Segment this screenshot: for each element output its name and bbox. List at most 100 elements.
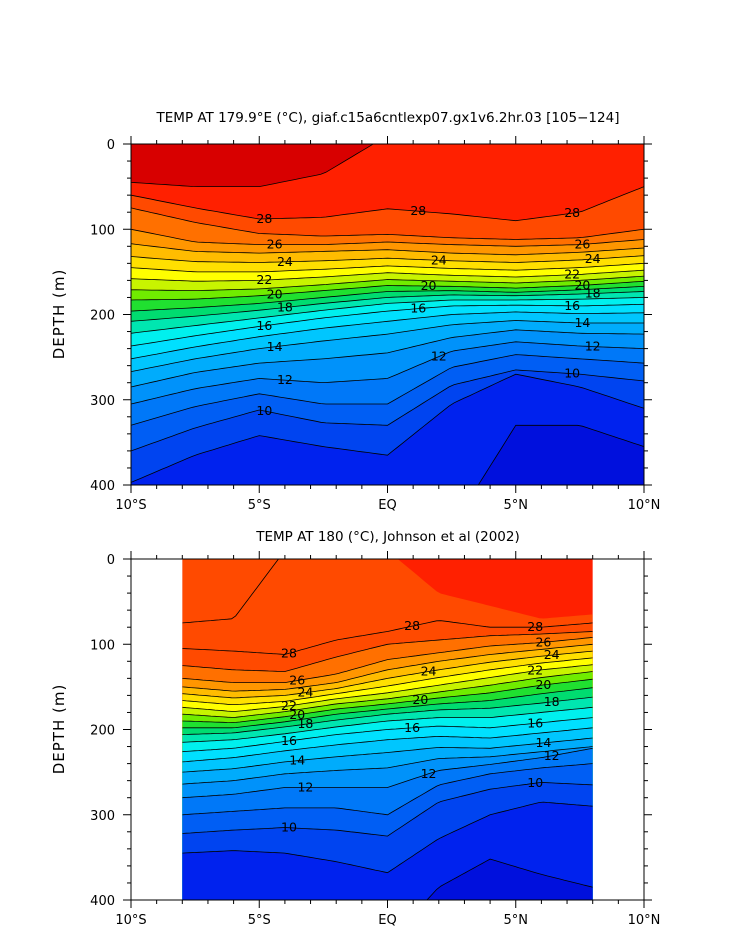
isotherm-22 [131, 269, 644, 282]
isotherm-band-fill [426, 859, 593, 900]
y-tick-label: 400 [90, 894, 115, 909]
x-tick-label: 10°S [115, 498, 146, 513]
contour-label-18: 18 [277, 300, 293, 315]
y-tick-label: 200 [90, 724, 115, 739]
isotherm-21 [131, 275, 644, 291]
isotherm-24 [131, 255, 644, 263]
isotherm-25 [182, 643, 593, 692]
contour-label-16: 16 [527, 715, 543, 730]
isotherm-28 [131, 186, 644, 222]
contour-label-26: 26 [267, 237, 283, 252]
contour-label-28: 28 [527, 619, 543, 634]
contour-label-28: 28 [281, 645, 297, 660]
isotherm-21 [182, 671, 593, 718]
y-tick-label: 100 [90, 638, 115, 653]
contour-label-24: 24 [277, 254, 293, 269]
x-tick-label: 5°N [504, 913, 529, 928]
isotherm-29 [131, 144, 375, 187]
contour-label-16: 16 [410, 301, 426, 316]
y-tick-label: 300 [90, 394, 115, 409]
isotherm-10 [182, 782, 593, 837]
isotherm-17 [131, 297, 644, 334]
top-panel-title: TEMP AT 179.9°E (°C), giaf.c15a6cntlexp0… [156, 110, 620, 126]
contour-label-14: 14 [267, 339, 283, 354]
contour-lines [182, 559, 593, 900]
contour-label-26: 26 [289, 673, 305, 688]
contour-label-22: 22 [527, 663, 543, 678]
contour-label-24: 24 [421, 664, 437, 679]
x-tick-label: EQ [378, 913, 396, 928]
contour-label-14: 14 [289, 753, 305, 768]
isotherm-14 [131, 320, 644, 372]
isotherm-9 [131, 373, 644, 483]
contour-label-22: 22 [256, 272, 272, 287]
axis-ticks: 10°S 5°S EQ 5°N 10°N 0 100 200 300 400 [90, 551, 660, 928]
isotherm-11 [182, 763, 593, 816]
isotherm-26 [182, 637, 593, 683]
contour-label-12: 12 [277, 372, 293, 387]
isotherm-20 [131, 280, 644, 301]
isotherm-17 [182, 706, 593, 743]
isotherm-19 [182, 687, 593, 729]
y-tick-label: 100 [90, 223, 115, 238]
isotherm-22 [182, 664, 593, 712]
contour-label-20: 20 [535, 677, 551, 692]
contour-label-24: 24 [431, 252, 447, 267]
contour-label-20: 20 [267, 287, 283, 302]
isotherm-15 [131, 311, 644, 360]
isotherm-12 [182, 747, 593, 799]
top-panel: TEMP AT 179.9°E (°C), giaf.c15a6cntlexp0… [50, 110, 660, 513]
isotherm-27 [131, 207, 644, 240]
contour-label-10: 10 [527, 775, 543, 790]
contour-label-20: 20 [574, 277, 590, 292]
isotherm-10 [131, 369, 644, 452]
isotherm-23 [131, 263, 644, 273]
contour-label-10: 10 [256, 403, 272, 418]
contour-label-12: 12 [544, 748, 560, 763]
bottom-panel-title: TEMP AT 180 (°C), Johnson et al (2002) [255, 529, 520, 545]
isotherm-19 [131, 286, 644, 312]
x-tick-label: 10°N [628, 498, 661, 513]
contour-label-16: 16 [256, 318, 272, 333]
y-tick-label: 300 [90, 809, 115, 824]
contour-label-10: 10 [564, 366, 580, 381]
bottom-panel: TEMP AT 180 (°C), Johnson et al (2002) D… [50, 529, 660, 928]
contour-label-26: 26 [574, 236, 590, 251]
isotherm-band-fill [478, 425, 644, 485]
contour-label-24: 24 [297, 685, 313, 700]
isotherm-9 [182, 801, 593, 874]
top-panel-y-axis-label: DEPTH (m) [50, 269, 68, 360]
contour-label-16: 16 [281, 733, 297, 748]
contour-label-18: 18 [297, 716, 313, 731]
isotherm-16 [182, 717, 593, 753]
isotherm-29 [182, 559, 279, 624]
isotherm-11 [131, 354, 644, 426]
contour-label-20: 20 [421, 278, 437, 293]
contour-label-28: 28 [564, 205, 580, 220]
y-tick-label: 200 [90, 309, 115, 324]
isotherm-8 [426, 858, 593, 900]
isotherm-20 [182, 678, 593, 724]
contour-label-12: 12 [431, 349, 447, 364]
isotherm-16 [131, 303, 644, 347]
axis-ticks: 10°S 5°S EQ 5°N 10°N 0 100 200 300 400 [90, 136, 660, 513]
contour-label-16: 16 [404, 720, 420, 735]
contour-label-18: 18 [585, 286, 601, 301]
contour-label-24: 24 [544, 647, 560, 662]
contour-label-14: 14 [574, 315, 590, 330]
isotherm-24 [182, 650, 593, 699]
x-tick-label: 5°S [248, 913, 271, 928]
isotherm-15 [182, 727, 593, 763]
contour-label-24: 24 [585, 251, 601, 266]
contour-label-12: 12 [297, 779, 313, 794]
isotherm-25 [131, 243, 644, 256]
contour-label-20: 20 [289, 707, 305, 722]
isotherm-13 [131, 329, 644, 388]
isotherm-26 [131, 228, 644, 247]
contour-label-14: 14 [535, 735, 551, 750]
isotherm-13 [182, 746, 593, 785]
y-tick-label: 0 [107, 138, 115, 153]
